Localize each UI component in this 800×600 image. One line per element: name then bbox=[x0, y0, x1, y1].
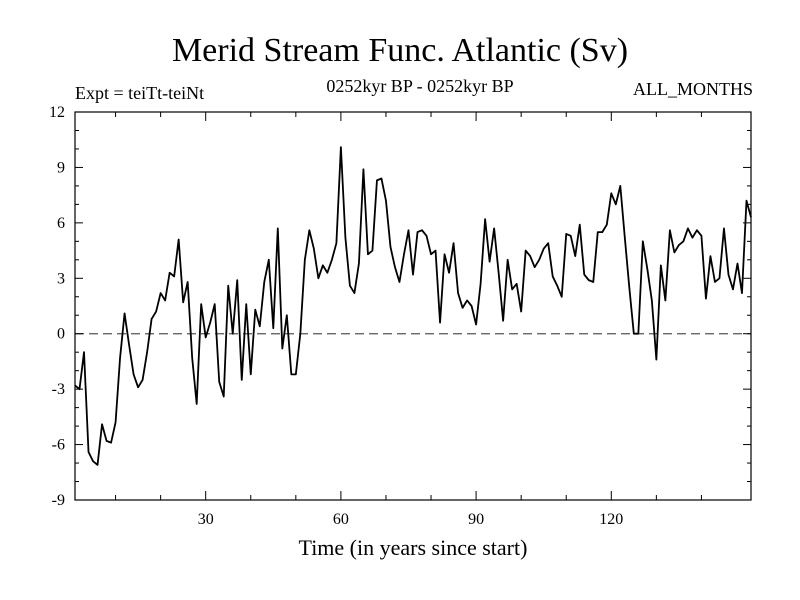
x-tick-label: 30 bbox=[198, 511, 214, 528]
series-layer bbox=[74, 146, 752, 466]
period-label: 0252kyr BP - 0252kyr BP bbox=[326, 76, 514, 96]
y-tick-label: 6 bbox=[57, 215, 65, 232]
x-tick-label: 90 bbox=[468, 511, 484, 528]
chart-title: Merid Stream Func. Atlantic (Sv) bbox=[171, 32, 629, 69]
experiment-label: Expt = teiTt-teiNt bbox=[75, 83, 205, 103]
y-tick-label: -6 bbox=[52, 437, 65, 454]
x-tick-label: 120 bbox=[599, 511, 623, 528]
series-line bbox=[74, 146, 752, 466]
axes-layer bbox=[74, 111, 752, 501]
y-tick-label: -9 bbox=[52, 492, 65, 509]
x-axis-label: Time (in years since start) bbox=[298, 535, 528, 560]
x-tick-label: 60 bbox=[333, 511, 349, 528]
y-tick-label: 9 bbox=[57, 159, 65, 176]
y-tick-label: 3 bbox=[57, 270, 65, 287]
ticks-layer: -9 -6 -3 0 3 6 9 12 30 60 90 120 bbox=[49, 104, 751, 528]
plot-frame bbox=[74, 111, 752, 501]
y-tick-label: -3 bbox=[52, 381, 65, 398]
months-label: ALL_MONTHS bbox=[633, 79, 753, 99]
y-tick-label: 0 bbox=[57, 326, 65, 343]
y-tick-label: 12 bbox=[49, 104, 65, 121]
